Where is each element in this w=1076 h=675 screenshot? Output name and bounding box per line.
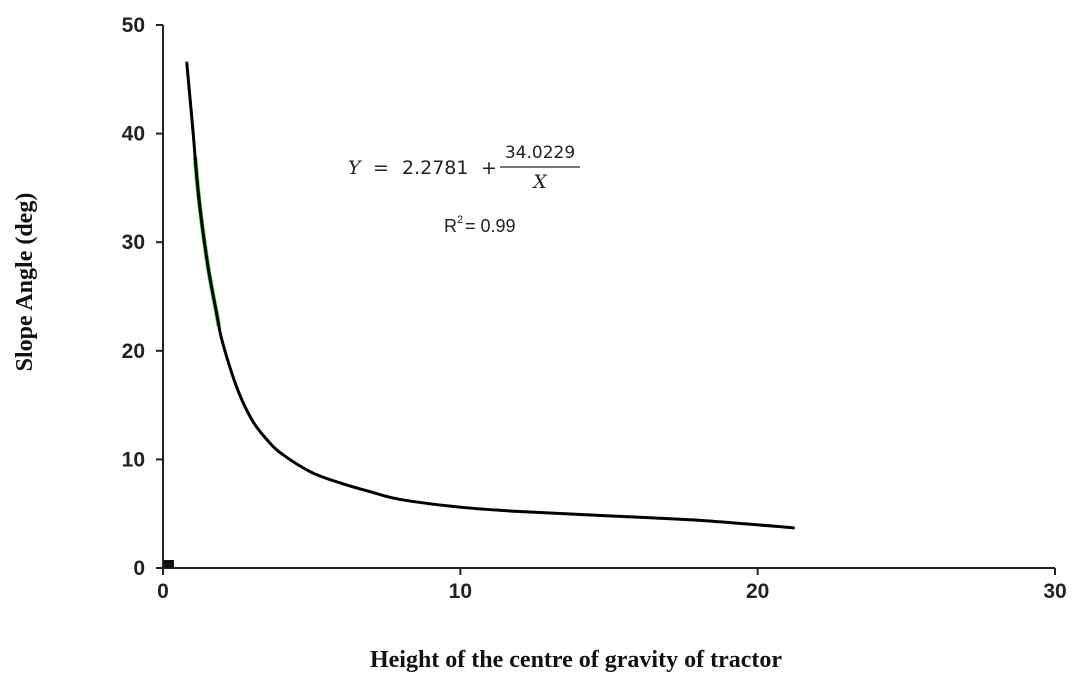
- data-point: [369, 490, 373, 494]
- x-tick-label: 30: [1043, 580, 1066, 603]
- data-point: [206, 262, 210, 266]
- equation-plus: +: [481, 157, 497, 179]
- origin-marker: [164, 560, 174, 568]
- y-axis: 0 10 20 30 40 50: [122, 14, 164, 580]
- equation-constant: 2.2781: [402, 157, 468, 179]
- x-axis-title: Height of the centre of gravity of tract…: [370, 647, 782, 673]
- data-point: [518, 510, 522, 514]
- y-tick-label: 0: [133, 557, 145, 580]
- x-axis: 0 10 20 30: [157, 567, 1067, 603]
- y-axis-title: Slope Angle (deg): [12, 193, 38, 372]
- r-squared: R 2 = 0.99: [444, 214, 516, 236]
- r-squared-exponent: 2: [457, 214, 463, 226]
- x-tick-label: 0: [157, 580, 169, 603]
- data-point: [235, 387, 239, 391]
- data-point: [220, 340, 224, 344]
- equation-numerator: 34.0229: [505, 143, 575, 163]
- y-tick-label: 20: [122, 340, 145, 363]
- fit-highlight-line: [184, 62, 794, 531]
- data-point: [310, 470, 314, 474]
- x-tick-label: 10: [449, 580, 472, 603]
- y-tick-label: 10: [122, 448, 145, 471]
- x-tick-label: 20: [746, 580, 769, 603]
- equation-equals: =: [373, 157, 389, 179]
- r-squared-label: R: [444, 216, 457, 236]
- data-point: [185, 61, 189, 65]
- data-point: [399, 498, 403, 502]
- equation-denominator: X: [531, 171, 548, 193]
- data-point: [791, 526, 795, 530]
- data-point: [339, 481, 343, 485]
- y-tick-label: 40: [122, 123, 145, 146]
- y-tick-label: 30: [122, 231, 145, 254]
- data-point: [250, 418, 254, 422]
- equation-y: Y: [348, 157, 363, 179]
- data-point: [265, 438, 269, 442]
- data-point: [458, 505, 462, 509]
- data-point: [280, 452, 284, 456]
- data-point: [197, 195, 201, 199]
- series-line: [185, 62, 794, 530]
- regression-equation: Y = 2.2781 + 34.0229 X: [348, 143, 580, 193]
- data-point: [607, 514, 611, 518]
- data-point: [696, 518, 700, 522]
- y-tick-label: 50: [122, 14, 145, 37]
- r-squared-value: = 0.99: [465, 216, 516, 236]
- data-point: [215, 311, 219, 315]
- data-point: [191, 126, 195, 130]
